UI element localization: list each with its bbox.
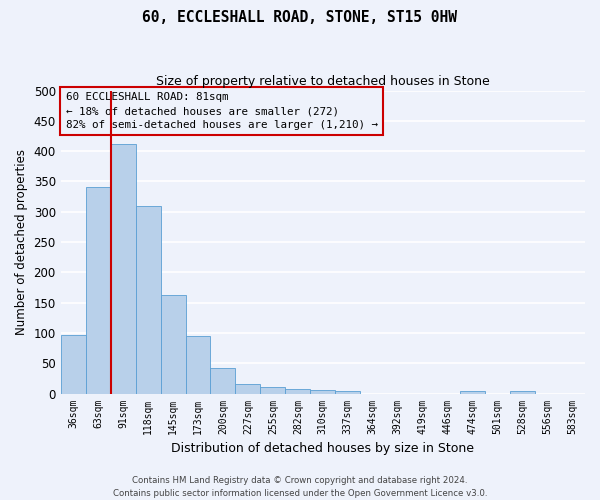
Bar — [286, 390, 310, 394]
Bar — [211, 368, 235, 394]
Bar — [86, 187, 110, 394]
Bar — [460, 391, 485, 394]
Text: 60, ECCLESHALL ROAD, STONE, ST15 0HW: 60, ECCLESHALL ROAD, STONE, ST15 0HW — [143, 10, 458, 25]
Bar — [335, 390, 360, 394]
Text: Contains HM Land Registry data © Crown copyright and database right 2024.
Contai: Contains HM Land Registry data © Crown c… — [113, 476, 487, 498]
Bar — [310, 390, 335, 394]
Bar — [510, 391, 535, 394]
Bar — [260, 388, 286, 394]
Y-axis label: Number of detached properties: Number of detached properties — [15, 149, 28, 335]
Bar — [161, 295, 185, 394]
Title: Size of property relative to detached houses in Stone: Size of property relative to detached ho… — [156, 75, 490, 88]
Bar — [136, 206, 161, 394]
Bar — [61, 335, 86, 394]
Bar — [110, 144, 136, 394]
Bar — [235, 384, 260, 394]
Text: 60 ECCLESHALL ROAD: 81sqm
← 18% of detached houses are smaller (272)
82% of semi: 60 ECCLESHALL ROAD: 81sqm ← 18% of detac… — [66, 92, 378, 130]
Bar — [185, 336, 211, 394]
X-axis label: Distribution of detached houses by size in Stone: Distribution of detached houses by size … — [172, 442, 475, 455]
